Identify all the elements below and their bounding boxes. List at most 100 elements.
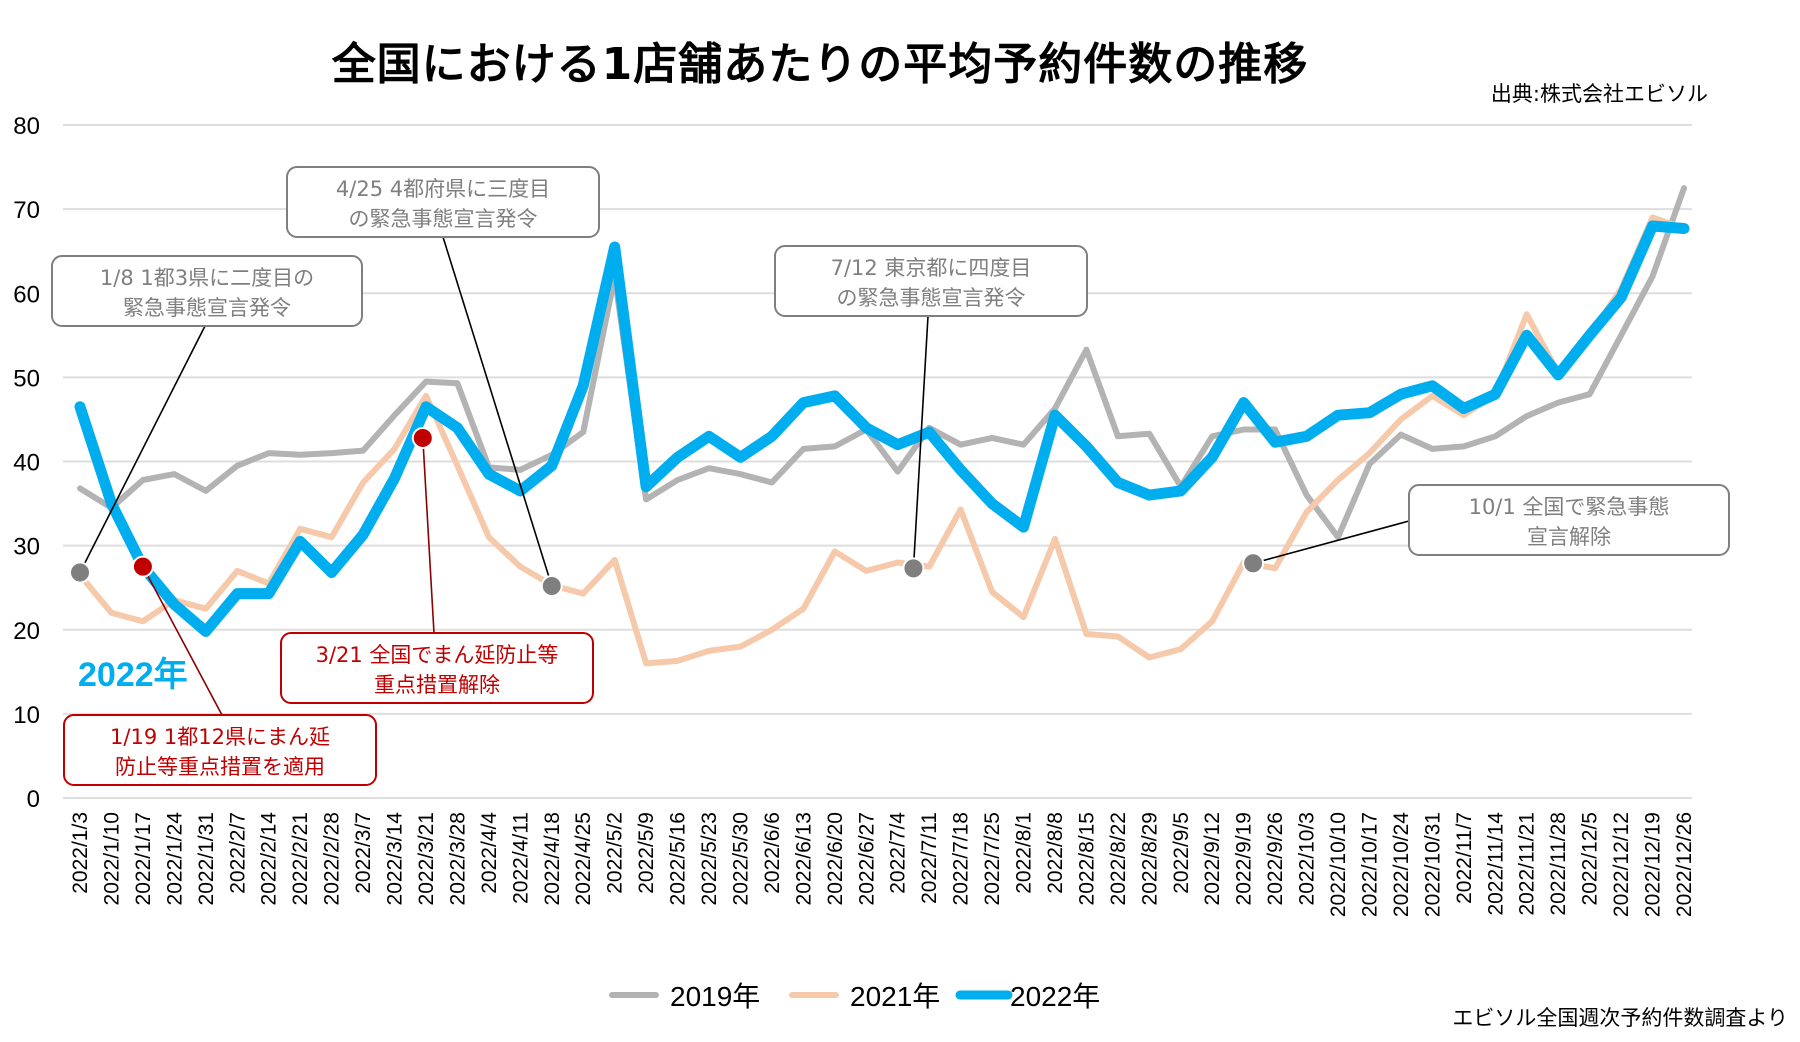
x-tick-label: 2022/5/23 xyxy=(698,812,721,905)
y-tick-label: 60 xyxy=(13,281,40,308)
legend-label: 2019年 xyxy=(670,981,760,1012)
annotation-text: の緊急事態宣言発令 xyxy=(837,286,1026,310)
annotation-box xyxy=(286,166,600,238)
x-tick-label: 2022/12/26 xyxy=(1673,812,1696,917)
annotation-leader-line xyxy=(1252,520,1410,565)
annotation-leader-line xyxy=(422,437,435,634)
x-tick-label: 2022/2/14 xyxy=(258,812,281,906)
annotation-leader-line xyxy=(142,566,223,716)
series-lines xyxy=(74,185,1690,667)
annotation-text: 10/1 全国で緊急事態 xyxy=(1469,495,1670,519)
x-tick-label: 2022/10/31 xyxy=(1421,812,1444,917)
x-tick-label: 2022/12/19 xyxy=(1642,812,1665,917)
x-tick-label: 2022/10/17 xyxy=(1358,812,1381,917)
x-tick-label: 2022/6/6 xyxy=(761,812,784,894)
annotation-marker xyxy=(411,426,434,449)
x-tick-label: 2022/6/20 xyxy=(824,812,847,905)
annotation-box xyxy=(280,632,594,704)
annotation-text: 緊急事態宣言発令 xyxy=(123,296,291,320)
x-tick-label: 2022/1/3 xyxy=(69,812,92,894)
x-tick-label: 2022/1/31 xyxy=(195,812,218,905)
x-tick-label: 2022/7/18 xyxy=(950,812,973,905)
annotation-box xyxy=(1408,484,1730,556)
annotation-text: 防止等重点措置を適用 xyxy=(115,755,325,779)
annotation-text: の緊急事態宣言発令 xyxy=(349,207,538,231)
annotation-marker xyxy=(540,575,563,598)
x-tick-label: 2022/7/11 xyxy=(918,812,941,904)
y-tick-label: 30 xyxy=(13,534,40,561)
x-tick-label: 2022/8/1 xyxy=(1013,812,1036,894)
x-tick-label: 2022/9/12 xyxy=(1201,812,1224,905)
y-tick-label: 10 xyxy=(13,702,40,729)
y-tick-label: 70 xyxy=(13,197,40,224)
annotation-text: 7/12 東京都に四度目 xyxy=(831,256,1032,280)
y-tick-label: 0 xyxy=(27,786,40,813)
annotation-marker xyxy=(69,561,91,584)
x-tick-label: 2022/10/24 xyxy=(1390,812,1413,917)
x-tick-label: 2022/4/4 xyxy=(478,812,501,894)
annotation-text: 1/8 1都3県に二度目の xyxy=(100,266,314,290)
annotation-text: 3/21 全国でまん延防止等 xyxy=(316,643,559,667)
x-tick-label: 2022/10/10 xyxy=(1327,812,1350,917)
legend-label: 2022年 xyxy=(1010,981,1100,1012)
x-tick-label: 2022/4/11 xyxy=(509,812,532,904)
x-tick-label: 2022/5/30 xyxy=(729,812,752,905)
y-tick-label: 80 xyxy=(13,113,40,140)
annotation-leader-line xyxy=(79,325,206,573)
series-label-2022: 2022年 xyxy=(78,656,188,694)
x-tick-label: 2022/1/10 xyxy=(100,812,123,905)
x-tick-label: 2022/7/4 xyxy=(887,812,910,894)
source-credit: 出典:株式会社エビソル xyxy=(1490,82,1708,106)
x-tick-label: 2022/2/28 xyxy=(321,812,344,905)
x-tick-label: 2022/9/19 xyxy=(1233,812,1256,905)
annotation-text: 1/19 1都12県にまん延 xyxy=(110,725,330,749)
x-tick-label: 2022/7/25 xyxy=(981,812,1004,905)
x-tick-label: 2022/8/29 xyxy=(1138,812,1161,905)
annotation-text: 4/25 4都府県に三度目 xyxy=(336,177,550,201)
annotation-leader-line xyxy=(442,236,553,587)
x-tick-label: 2022/3/7 xyxy=(352,812,375,894)
x-tick-label: 2022/6/27 xyxy=(855,812,878,905)
x-tick-label: 2022/10/3 xyxy=(1296,812,1319,905)
annotation-box xyxy=(63,714,377,786)
series-line-2019 xyxy=(77,185,1687,541)
x-tick-label: 2022/11/14 xyxy=(1484,812,1507,916)
annotation-box xyxy=(51,255,363,327)
y-tick-label: 50 xyxy=(13,365,40,392)
legend-label: 2021年 xyxy=(850,981,940,1012)
y-tick-label: 20 xyxy=(13,618,40,645)
x-tick-label: 2022/12/5 xyxy=(1579,812,1602,905)
x-tick-label: 2022/1/17 xyxy=(132,812,155,905)
x-tick-label: 2022/8/22 xyxy=(1107,812,1130,905)
x-tick-label: 2022/4/25 xyxy=(572,812,595,905)
series-line-2022 xyxy=(74,220,1690,637)
footnote: エビソル全国週次予約件数調査より xyxy=(1452,1006,1788,1030)
x-tick-label: 2022/5/16 xyxy=(667,812,690,905)
chart-title: 全国における1店舗あたりの平均予約件数の推移 xyxy=(331,39,1309,90)
annotation-box xyxy=(774,245,1088,317)
x-tick-label: 2022/9/5 xyxy=(1170,812,1193,894)
x-tick-label: 2022/12/12 xyxy=(1610,812,1633,917)
x-tick-label: 2022/4/18 xyxy=(541,812,564,905)
legend-item-2019: 2019年 xyxy=(609,981,760,1012)
x-tick-label: 2022/5/9 xyxy=(635,812,658,894)
annotation-text: 宣言解除 xyxy=(1527,525,1611,549)
annotation-text: 重点措置解除 xyxy=(374,673,500,697)
x-tick-label: 2022/11/7 xyxy=(1453,812,1476,904)
y-tick-label: 40 xyxy=(13,450,40,477)
annotation-marker xyxy=(131,555,154,578)
legend-item-2022: 2022年 xyxy=(955,981,1100,1012)
x-tick-label: 2022/2/21 xyxy=(289,812,312,905)
x-tick-label: 2022/11/21 xyxy=(1516,812,1539,916)
x-tick-label: 2022/11/28 xyxy=(1547,812,1570,916)
x-tick-label: 2022/5/2 xyxy=(604,812,627,894)
x-tick-label: 2022/8/15 xyxy=(1075,812,1098,905)
x-axis-ticks: 2022/1/3 2022/1/10 2022/1/17 2022/1/24 2022/… xyxy=(69,812,1696,917)
x-tick-label: 2022/6/13 xyxy=(792,812,815,905)
series-line-2021 xyxy=(77,214,1687,667)
